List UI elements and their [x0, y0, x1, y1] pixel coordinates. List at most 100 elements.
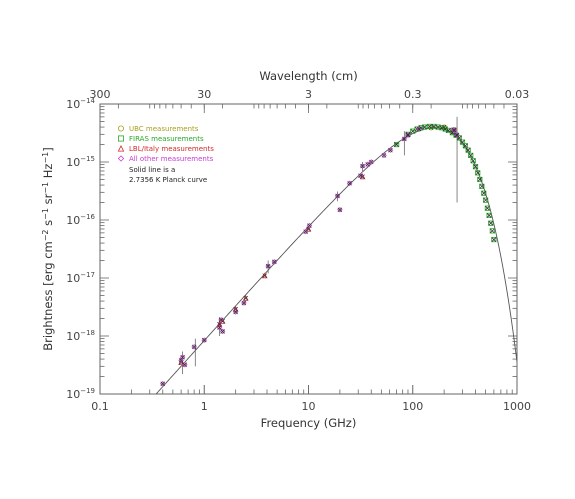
- data-point: [201, 337, 208, 343]
- top-tick-label: 0.3: [404, 88, 422, 101]
- y-tick-label: 10−15: [66, 155, 95, 169]
- data-point-cross: [233, 309, 238, 315]
- data-point-layer: [159, 123, 497, 387]
- data-point-cross: [381, 153, 387, 158]
- data-point-cross: [388, 147, 393, 153]
- y-axis-title-exp1: −2: [41, 229, 50, 241]
- data-point: [178, 359, 184, 366]
- y-tick-label: 10−19: [66, 387, 95, 401]
- data-point-cross: [465, 147, 471, 153]
- data-point: [477, 176, 483, 183]
- data-point: [394, 141, 400, 148]
- data-point-cross: [451, 128, 457, 133]
- data-point-cross: [243, 295, 249, 301]
- y-tick-label: 10−17: [66, 271, 95, 285]
- y-axis-title-exp4: −1: [41, 152, 50, 164]
- data-point-cross: [182, 362, 188, 367]
- data-point-cross: [337, 207, 343, 213]
- data-point: [405, 131, 411, 137]
- legend: UBC measurements FIRAS measurements LBL/It…: [117, 125, 214, 184]
- data-point: [435, 124, 441, 130]
- data-point: [491, 236, 497, 243]
- data-point: [242, 295, 249, 301]
- data-point: [456, 135, 462, 141]
- x-tick-label: 0.1: [91, 400, 109, 413]
- y-tick-label: 10−18: [66, 329, 95, 343]
- data-point: [337, 207, 343, 213]
- data-point-cross: [410, 128, 416, 134]
- legend-label: All other measurements: [129, 155, 214, 163]
- data-point-cross: [368, 159, 374, 165]
- legend-marker: [117, 155, 125, 162]
- data-point: [453, 132, 459, 138]
- data-point-cross: [303, 229, 308, 234]
- data-point-cross: [402, 136, 407, 142]
- data-point-cross: [335, 193, 340, 199]
- legend-note: Solid line is a: [129, 166, 175, 174]
- data-point-cross: [481, 190, 487, 196]
- y-axis-title-mid3: Hz: [41, 164, 55, 182]
- data-point: [387, 147, 394, 153]
- data-point: [181, 361, 188, 368]
- x-axis-title: Frequency (GHz): [261, 416, 357, 430]
- data-point: [271, 259, 278, 265]
- data-point: [265, 263, 271, 269]
- data-point-cross: [485, 205, 490, 211]
- legend-label: LBL/Italy measurements: [129, 145, 214, 153]
- data-point: [483, 197, 489, 203]
- legend-label: FIRAS measurements: [129, 135, 204, 143]
- x-tick-label: 100: [402, 400, 423, 413]
- data-point: [357, 172, 364, 179]
- top-tick-label: 30: [197, 88, 211, 101]
- x-tick-label: 1000: [503, 400, 531, 413]
- y-axis-title-exp2: −1: [41, 208, 50, 220]
- data-point-cross: [180, 354, 185, 360]
- data-point: [405, 132, 411, 138]
- data-point: [481, 190, 487, 196]
- data-point: [334, 193, 341, 199]
- top-x-axis-title: Wavelength (cm): [259, 69, 357, 83]
- legend-marker: [118, 135, 125, 142]
- legend-marker: [117, 145, 125, 152]
- data-point: [418, 125, 424, 131]
- tick-label-layer: 0.1 1 10 100 1000 300 30 3 0.3 0.03 10−19 10−18 10−1…: [66, 88, 531, 413]
- data-point: [475, 170, 481, 176]
- data-point: [359, 163, 366, 169]
- top-tick-label: 3: [305, 88, 312, 101]
- data-point: [416, 126, 422, 132]
- data-point-cross: [454, 132, 460, 138]
- top-tick-label: 0.03: [505, 88, 530, 101]
- data-point: [465, 147, 471, 153]
- data-point-cross: [468, 153, 474, 158]
- data-point: [302, 228, 309, 235]
- data-point-cross: [191, 344, 197, 350]
- data-point: [401, 136, 408, 142]
- data-point: [468, 152, 474, 158]
- data-point-cross: [446, 128, 451, 133]
- data-point-cross: [241, 300, 247, 306]
- data-point-cross: [307, 223, 312, 228]
- data-point: [368, 159, 375, 165]
- y-axis-title-prefix: Brightness [erg cm: [41, 241, 55, 350]
- data-point-cross: [416, 126, 422, 132]
- data-point-cross: [470, 158, 476, 164]
- data-point: [305, 225, 312, 232]
- data-point-cross: [491, 237, 497, 242]
- data-point: [346, 180, 353, 187]
- data-point-cross: [477, 177, 483, 182]
- data-point-cross: [405, 132, 411, 138]
- data-point-cross: [265, 263, 271, 269]
- data-point-cross: [490, 228, 495, 234]
- data-point: [306, 222, 313, 229]
- data-point-cross: [475, 170, 481, 176]
- data-point: [216, 324, 223, 331]
- data-point-cross: [360, 163, 365, 169]
- legend-label: UBC measurements: [129, 125, 199, 133]
- data-point: [179, 354, 186, 361]
- data-point-cross: [201, 337, 207, 343]
- data-point: [462, 143, 469, 149]
- data-point: [232, 309, 239, 315]
- y-axis-title-mid2: sr: [41, 193, 55, 208]
- data-point-cross: [473, 164, 478, 169]
- data-point: [451, 127, 458, 134]
